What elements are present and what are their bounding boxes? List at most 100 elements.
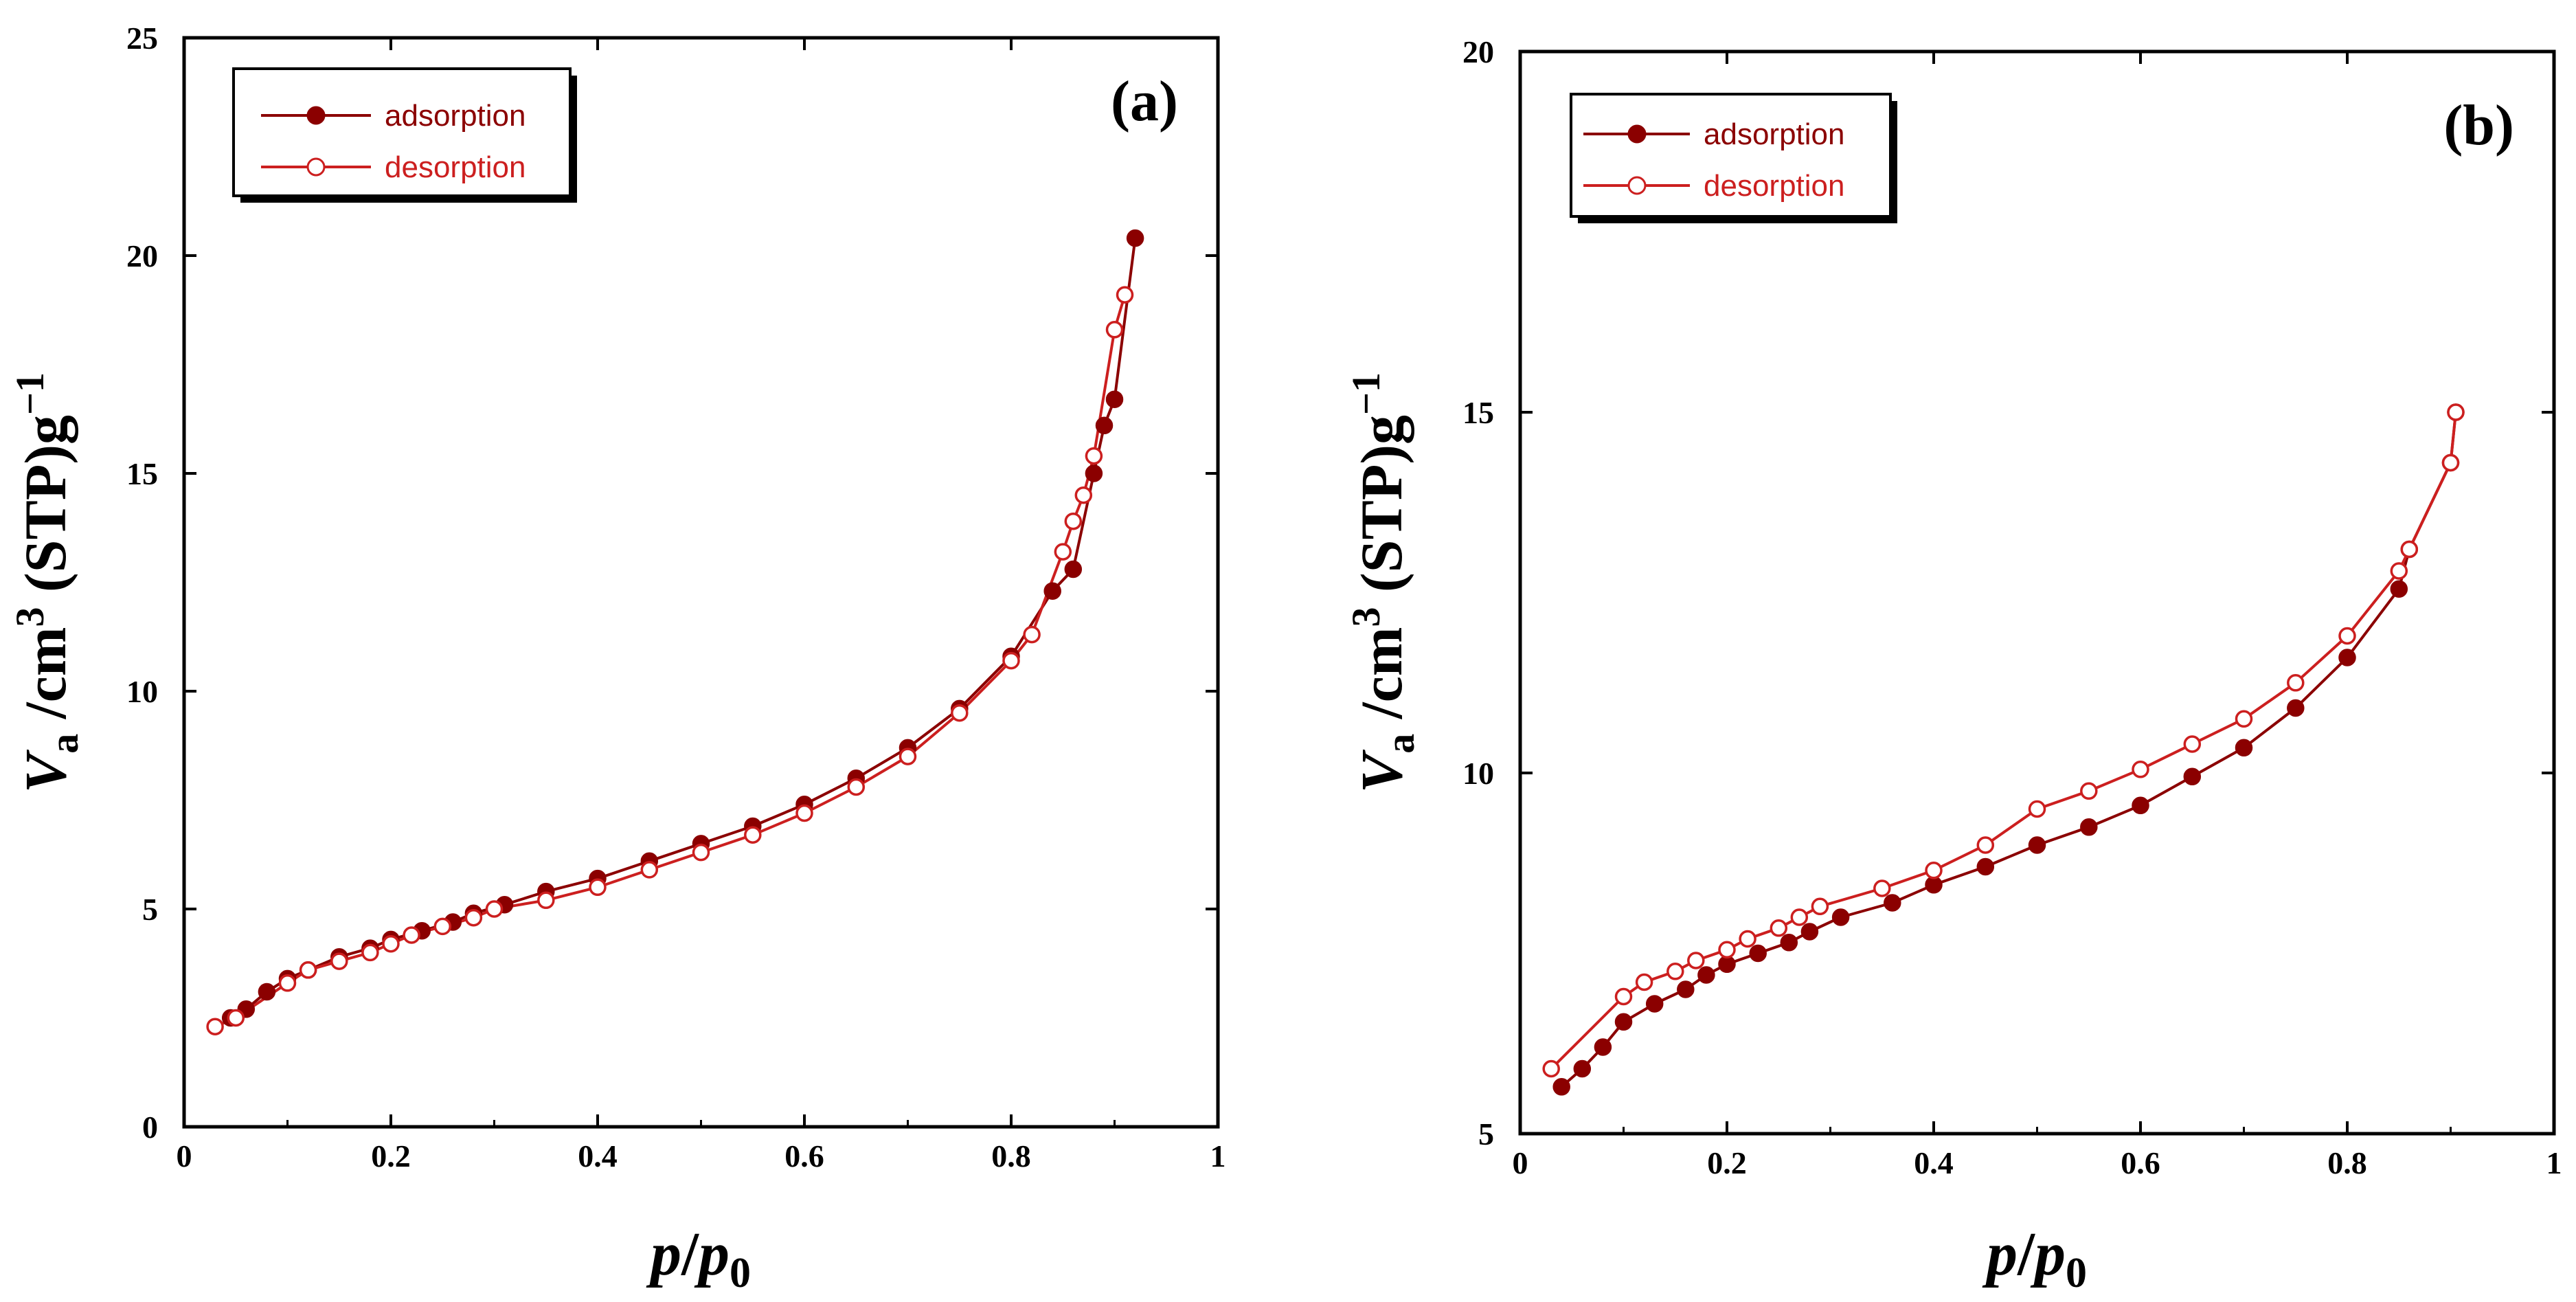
x-tick-label: 0.4 — [578, 1138, 618, 1174]
y-tick-label: 25 — [126, 21, 158, 56]
desorption-point — [1023, 625, 1041, 644]
desorption-point — [1790, 908, 1809, 926]
x-tick-label: 1 — [1210, 1138, 1226, 1174]
desorption-point — [2400, 540, 2419, 559]
adsorption-point — [1800, 923, 1819, 941]
desorption-point — [2441, 453, 2460, 472]
desorption-point — [1635, 973, 1653, 991]
desorption-point — [403, 926, 420, 944]
adsorption-point — [2338, 649, 2356, 666]
desorption-point — [589, 878, 607, 897]
desorption-point — [1770, 919, 1788, 937]
desorption-point — [899, 748, 917, 765]
desorption-point — [2338, 627, 2356, 645]
desorption-point — [1542, 1059, 1560, 1078]
desorption-point — [1739, 930, 1756, 948]
desorption-line — [1550, 412, 2457, 1070]
legend-adsorption-marker — [1627, 124, 1647, 144]
panel-b-marks — [1542, 403, 2465, 1096]
desorption-point — [1064, 512, 1083, 530]
adsorption-point — [2235, 739, 2253, 757]
adsorption-point — [1064, 560, 1083, 579]
desorption-point — [382, 934, 400, 953]
adsorption-point — [1043, 582, 1061, 600]
desorption-point — [1718, 941, 1736, 959]
desorption-point — [2132, 761, 2149, 778]
x-tick-label: 0.6 — [2121, 1145, 2160, 1180]
desorption-point — [744, 826, 762, 844]
desorption-point — [1116, 286, 1134, 304]
panel-a-label: (a) — [1111, 69, 1178, 133]
y-tick-label: 20 — [1462, 34, 1494, 69]
y-tick-label: 10 — [1462, 756, 1494, 791]
desorption-point — [299, 961, 317, 979]
desorption-point — [1811, 897, 1829, 916]
adsorption-point — [1749, 944, 1767, 963]
legend-desorption-marker — [1627, 176, 1647, 195]
y-tick-label: 0 — [142, 1110, 158, 1145]
x-tick-label: 0.4 — [1914, 1145, 1954, 1180]
adsorption-point — [2132, 796, 2149, 815]
desorption-point — [2390, 562, 2408, 580]
y-tick-label: 15 — [1462, 395, 1494, 430]
panel-a-xlabel: p/p0 — [646, 1220, 751, 1297]
adsorption-point — [2183, 767, 2202, 786]
x-tick-label: 0.2 — [371, 1138, 411, 1174]
adsorption-point — [1614, 1013, 1633, 1031]
desorption-point — [433, 917, 452, 936]
panel-b-ylabel: Va /cm3 (STP)g−1 — [1344, 372, 1423, 793]
adsorption-point — [2390, 580, 2408, 598]
panel-a-ylabel: Va /cm3 (STP)g−1 — [8, 372, 87, 793]
desorption-point — [464, 908, 483, 927]
desorption-point — [2028, 800, 2046, 818]
adsorption-point — [1095, 416, 1114, 435]
adsorption-point — [1831, 908, 1850, 926]
desorption-point — [847, 778, 866, 796]
adsorption-line — [229, 238, 1137, 1020]
desorption-point — [1976, 836, 1995, 854]
y-tick-label: 5 — [142, 892, 158, 927]
desorption-point — [206, 1018, 224, 1035]
desorption-point — [640, 861, 659, 879]
adsorption-point — [1718, 955, 1736, 974]
desorption-point — [485, 900, 504, 918]
panel-a-legend: adsorption desorption — [232, 67, 577, 203]
x-tick-label: 0.6 — [784, 1138, 824, 1174]
y-tick-label: 15 — [126, 456, 158, 491]
x-tick-label: 0.8 — [2327, 1145, 2367, 1180]
panel-a-marks — [206, 229, 1144, 1035]
desorption-point — [2287, 674, 2305, 692]
adsorption-point — [1552, 1078, 1570, 1096]
legend-box — [1570, 93, 1892, 218]
legend-desorption-label: desorption — [1704, 169, 1844, 203]
desorption-point — [227, 1009, 245, 1027]
desorption-point — [2235, 710, 2253, 728]
desorption-point — [951, 704, 969, 722]
x-tick-label: 1 — [2546, 1145, 2562, 1180]
desorption-point — [1925, 862, 1943, 879]
adsorption-point — [1126, 229, 1144, 247]
adsorption-point — [1105, 390, 1124, 408]
desorption-point — [330, 952, 348, 970]
desorption-point — [1002, 651, 1020, 670]
adsorption-point — [1884, 894, 1901, 912]
adsorption-point — [1645, 995, 1664, 1013]
panel-b-xlabel: p/p0 — [1982, 1220, 2087, 1297]
adsorption-point — [1085, 464, 1103, 482]
adsorption-point — [1573, 1059, 1592, 1078]
desorption-point — [795, 804, 813, 822]
adsorption-point — [1925, 876, 1943, 894]
x-tick-label: 0 — [177, 1138, 192, 1174]
legend-box — [232, 67, 572, 197]
adsorption-point — [1697, 966, 1715, 984]
x-tick-label: 0.8 — [991, 1138, 1031, 1174]
legend-desorption-marker — [306, 157, 326, 177]
desorption-point — [1074, 486, 1093, 504]
adsorption-point — [1780, 934, 1798, 952]
desorption-point — [2183, 735, 2202, 753]
adsorption-point — [1677, 980, 1695, 998]
